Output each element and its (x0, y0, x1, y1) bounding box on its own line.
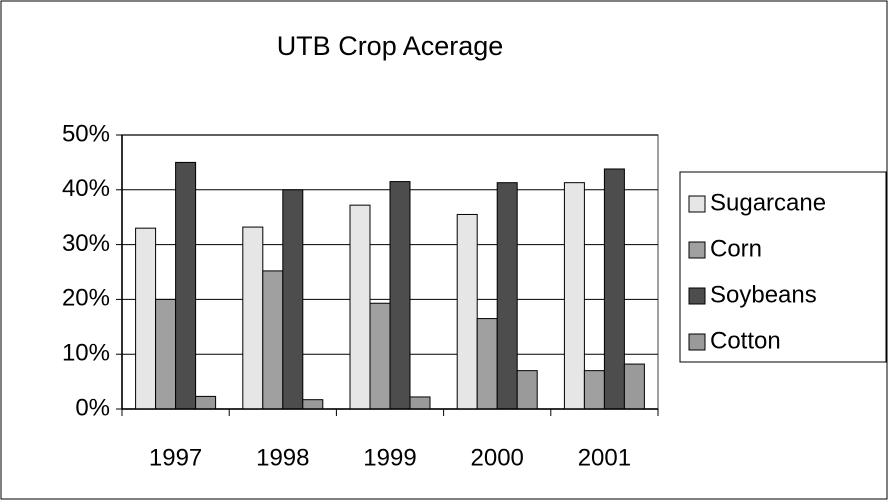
bar (282, 189, 304, 410)
legend-swatch (688, 287, 706, 305)
y-tick-label: 10% (62, 340, 110, 367)
bar (302, 399, 324, 410)
bar (155, 298, 177, 410)
y-tick-label: 50% (62, 120, 110, 147)
chart-title: UTB Crop Acerage (277, 31, 504, 61)
bar (369, 302, 391, 410)
bar (456, 213, 478, 410)
x-tick-label: 2001 (578, 444, 631, 471)
bar (175, 161, 197, 410)
legend-swatch (688, 333, 706, 351)
bar (603, 168, 625, 410)
legend-label: Sugarcane (710, 189, 826, 216)
x-tick-label: 1997 (149, 444, 202, 471)
bar (262, 270, 284, 410)
y-tick-label: 0% (75, 394, 110, 421)
bar (516, 370, 538, 410)
bar (389, 181, 411, 410)
bar (476, 318, 498, 410)
bar (496, 182, 518, 410)
y-tick-label: 40% (62, 175, 110, 202)
y-tick-label: 30% (62, 230, 110, 257)
bar (623, 363, 645, 410)
x-tick-label: 1999 (363, 444, 416, 471)
bar (195, 395, 217, 410)
legend-swatch (688, 195, 706, 213)
bar (349, 204, 371, 410)
bar (242, 226, 264, 410)
legend-swatch (688, 241, 706, 259)
x-tick-label: 2000 (471, 444, 524, 471)
legend-box (679, 171, 887, 363)
bar (583, 370, 605, 410)
legend-label: Soybeans (710, 281, 817, 308)
y-tick-label: 20% (62, 285, 110, 312)
bar (563, 182, 585, 410)
legend-label: Corn (710, 235, 762, 262)
bar (409, 396, 431, 410)
x-tick-label: 1998 (256, 444, 309, 471)
bar (135, 227, 157, 410)
legend-label: Cotton (710, 327, 781, 354)
